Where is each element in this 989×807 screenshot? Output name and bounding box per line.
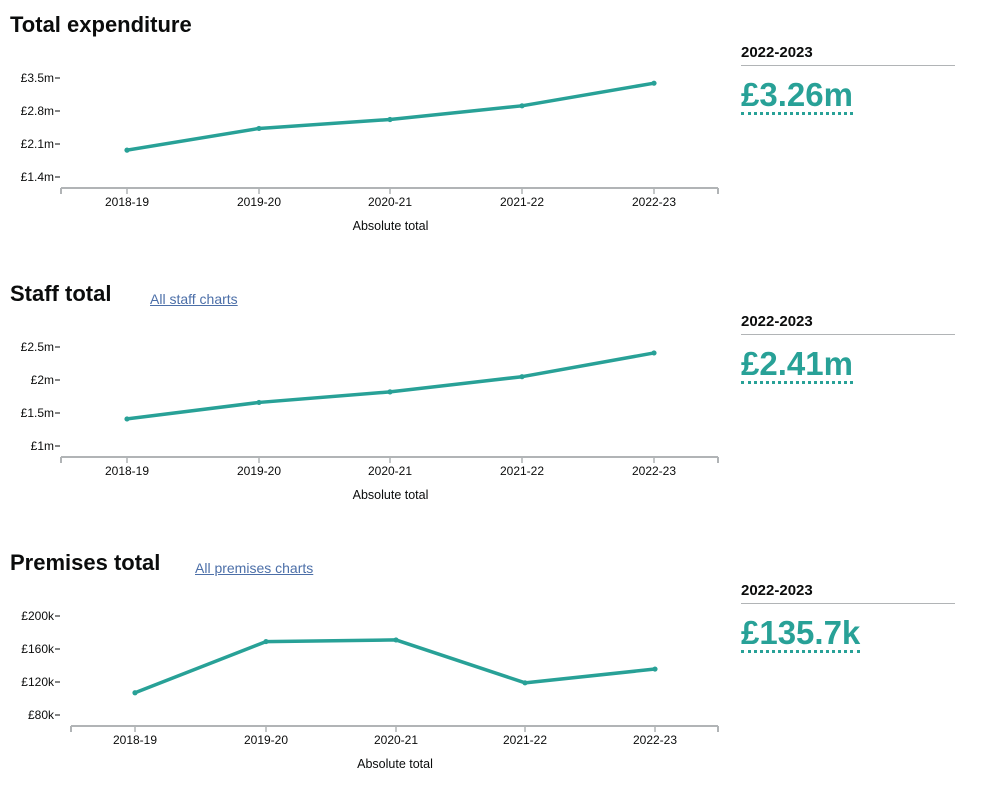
- series-line: [133, 638, 657, 695]
- data-point: [393, 637, 399, 643]
- all-staff-charts-link[interactable]: All staff charts: [150, 291, 238, 307]
- data-point: [263, 638, 269, 645]
- x-tick-label: 2022-23: [632, 464, 676, 478]
- y-tick-label: £1m: [31, 439, 54, 453]
- x-tick-label: 2018-19: [105, 464, 149, 478]
- data-point: [519, 103, 525, 109]
- y-tick-label: £160k: [21, 642, 55, 656]
- y-tick-label: £1.5m: [21, 406, 54, 420]
- x-tick-label: 2021-22: [500, 195, 544, 209]
- y-tick-label: £1.4m: [21, 170, 54, 184]
- section-total-expenditure: Total expenditure £1.4m £2.1m £2.8m £3.5m 20…: [0, 0, 989, 269]
- x-tick-label: 2019-20: [237, 195, 281, 209]
- y-tick-label: £2.1m: [21, 137, 54, 151]
- series-line: [125, 81, 656, 152]
- section-premises-total: Premises total All premises charts £80k £…: [0, 538, 989, 807]
- section-title: Total expenditure: [10, 12, 192, 37]
- data-point: [651, 80, 657, 86]
- data-point: [124, 147, 130, 153]
- kpi-year: 2022-2023: [741, 313, 955, 335]
- kpi-value[interactable]: £135.7k: [741, 614, 861, 653]
- data-point: [256, 399, 262, 406]
- section-title: Staff total: [10, 281, 112, 306]
- x-axis-title: Absolute total: [353, 219, 429, 233]
- kpi-value[interactable]: £3.26m: [741, 76, 853, 115]
- chart-total-expenditure: £1.4m £2.1m £2.8m £3.5m 2018-19 2019-20 2020-2…: [21, 71, 719, 233]
- x-tick-label: 2018-19: [113, 733, 157, 747]
- x-tick-label: 2020-21: [368, 195, 412, 209]
- x-tick-label: 2021-22: [500, 464, 544, 478]
- y-tick-label: £120k: [21, 675, 55, 689]
- y-tick-label: £80k: [28, 708, 55, 722]
- x-tick-label: 2020-21: [368, 464, 412, 478]
- data-point: [519, 374, 525, 380]
- x-tick-label: 2022-23: [632, 195, 676, 209]
- kpi-year: 2022-2023: [741, 582, 955, 604]
- data-point: [387, 116, 393, 123]
- kpi-value[interactable]: £2.41m: [741, 345, 853, 384]
- y-tick-label: £2m: [31, 373, 54, 387]
- y-tick-label: £2.8m: [21, 104, 54, 118]
- all-premises-charts-link[interactable]: All premises charts: [195, 560, 314, 576]
- x-tick-label: 2021-22: [503, 733, 547, 747]
- data-point: [387, 389, 393, 395]
- chart-staff-total: £1m £1.5m £2m £2.5m 2018-19 2019-20 2020-21 202…: [21, 340, 719, 502]
- x-axis-title: Absolute total: [353, 488, 429, 502]
- kpi-panel: 2022-2023 £3.26m: [741, 44, 955, 115]
- kpi-year: 2022-2023: [741, 44, 955, 66]
- data-point: [124, 416, 130, 422]
- data-point: [256, 125, 262, 132]
- y-tick-label: £200k: [21, 609, 55, 623]
- section-title: Premises total: [10, 550, 161, 575]
- x-tick-label: 2018-19: [105, 195, 149, 209]
- kpi-panel: 2022-2023 £2.41m: [741, 313, 955, 384]
- data-point: [651, 350, 657, 356]
- section-staff-total: Staff total All staff charts £1m £1.5m £2m…: [0, 269, 989, 538]
- series-line: [125, 351, 656, 421]
- chart-premises-total: £80k £120k £160k £200k 2018-19 2019-20 2020-21…: [21, 609, 719, 771]
- data-point: [522, 680, 528, 686]
- x-tick-label: 2022-23: [633, 733, 677, 747]
- x-tick-label: 2019-20: [244, 733, 288, 747]
- y-tick-label: £3.5m: [21, 71, 54, 85]
- data-point: [652, 666, 658, 672]
- x-tick-label: 2019-20: [237, 464, 281, 478]
- data-point: [132, 690, 138, 696]
- y-tick-label: £2.5m: [21, 340, 54, 354]
- x-axis-title: Absolute total: [357, 757, 433, 771]
- kpi-panel: 2022-2023 £135.7k: [741, 582, 955, 653]
- x-tick-label: 2020-21: [374, 733, 418, 747]
